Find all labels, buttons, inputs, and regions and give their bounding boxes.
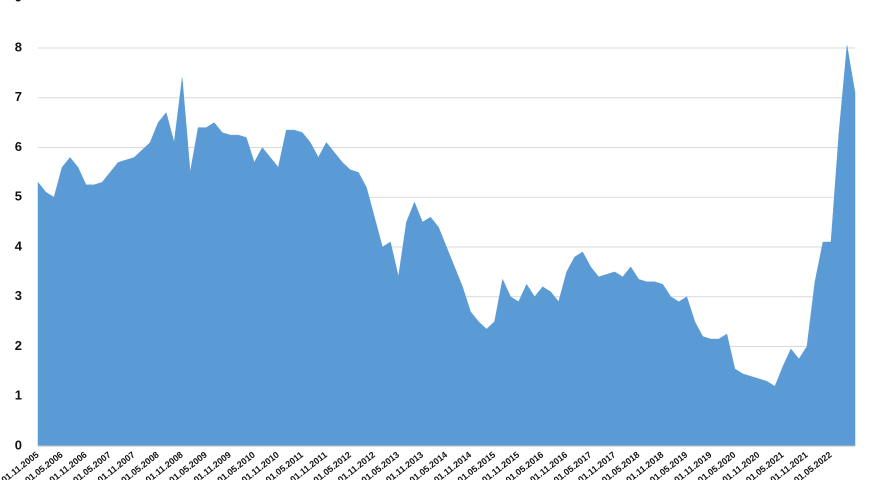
y-tick-label: 5 [15, 189, 22, 204]
y-tick-label: 8 [15, 39, 22, 54]
y-tick-label: 4 [15, 238, 23, 253]
y-tick-label: 9 [15, 0, 22, 5]
y-tick-label: 2 [15, 338, 22, 353]
y-tick-label: 1 [15, 388, 22, 403]
area [37, 45, 856, 447]
y-tick-label: 6 [15, 139, 22, 154]
y-tick-label: 0 [15, 437, 22, 452]
y-tick-label: 7 [15, 89, 22, 104]
y-tick-label: 3 [15, 288, 22, 303]
